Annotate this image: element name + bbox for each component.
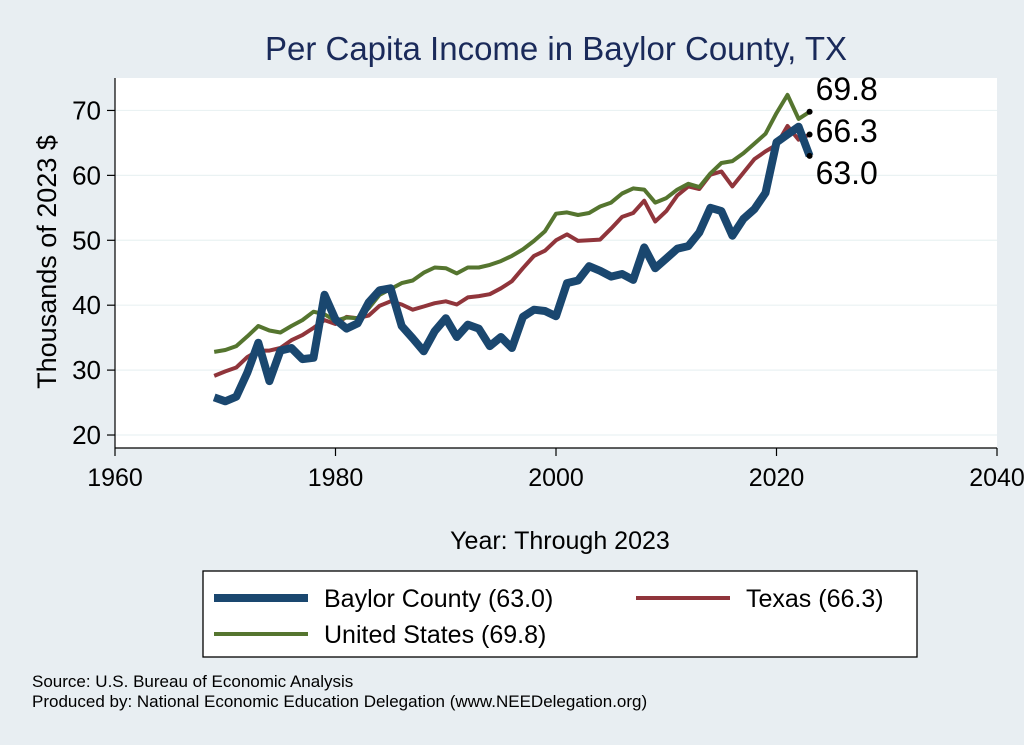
series-line-baylor-county <box>212 122 814 406</box>
y-tick-label-20: 20 <box>72 420 101 450</box>
legend: Baylor County (63.0) Texas (66.3) United S… <box>214 585 884 649</box>
end-label-baylor-county: 63.0 <box>816 155 878 191</box>
y-tick-label-70: 70 <box>72 95 101 125</box>
end-label-texas: 66.3 <box>816 113 878 149</box>
legend-box <box>202 570 918 658</box>
line-chart: 20 30 40 50 60 70 1960 1980 2000 2020 2040 69.8 66… <box>32 30 1024 658</box>
y-tick-label-50: 50 <box>72 225 101 255</box>
x-tick-label-1980: 1980 <box>308 464 364 492</box>
y-axis-label: Thousands of 2023 $ <box>32 135 62 389</box>
x-tick-label-2040: 2040 <box>969 464 1024 492</box>
x-tick-label-2020: 2020 <box>749 464 805 492</box>
end-label-united-states: 69.8 <box>816 71 878 107</box>
x-axis-label: Year: Through 2023 <box>450 527 670 555</box>
legend-label-baylor-county: Baylor County (63.0) <box>324 585 553 613</box>
producer-note: Produced by: National Economic Education… <box>32 692 648 711</box>
y-tick-label-60: 60 <box>72 160 101 190</box>
y-tick-label-30: 30 <box>72 355 101 385</box>
x-tick-label-1960: 1960 <box>87 464 143 492</box>
end-marker-texas <box>806 131 813 138</box>
y-tick-label-40: 40 <box>72 290 101 320</box>
source-note: Source: U.S. Bureau of Economic Analysis <box>32 672 354 691</box>
end-marker-baylor-county <box>806 152 813 159</box>
end-labels: 69.8 66.3 63.0 <box>806 71 878 191</box>
legend-label-united-states: United States (69.8) <box>324 621 546 649</box>
series-lines <box>212 92 814 406</box>
x-ticks: 1960 1980 2000 2020 2040 <box>87 448 1024 492</box>
chart-title: Per Capita Income in Baylor County, TX <box>265 30 847 67</box>
end-marker-united-states <box>806 108 813 115</box>
x-tick-label-2000: 2000 <box>528 464 584 492</box>
y-ticks: 20 30 40 50 60 70 <box>72 95 115 450</box>
legend-label-texas: Texas (66.3) <box>746 585 884 613</box>
series-line-united-states <box>213 92 811 354</box>
plot-area <box>115 78 997 448</box>
